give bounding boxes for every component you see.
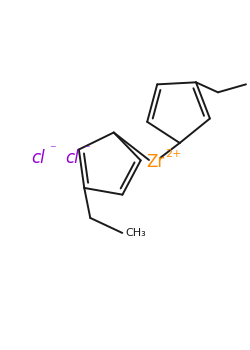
Text: Zr: Zr [146,153,164,171]
Text: CH₃: CH₃ [249,79,250,89]
Text: ⁻: ⁻ [83,144,89,156]
Text: cl: cl [65,149,79,167]
Text: 2+: 2+ [165,149,181,159]
Text: ⁻: ⁻ [49,144,55,156]
Text: cl: cl [31,149,45,167]
Text: CH₃: CH₃ [125,228,146,238]
